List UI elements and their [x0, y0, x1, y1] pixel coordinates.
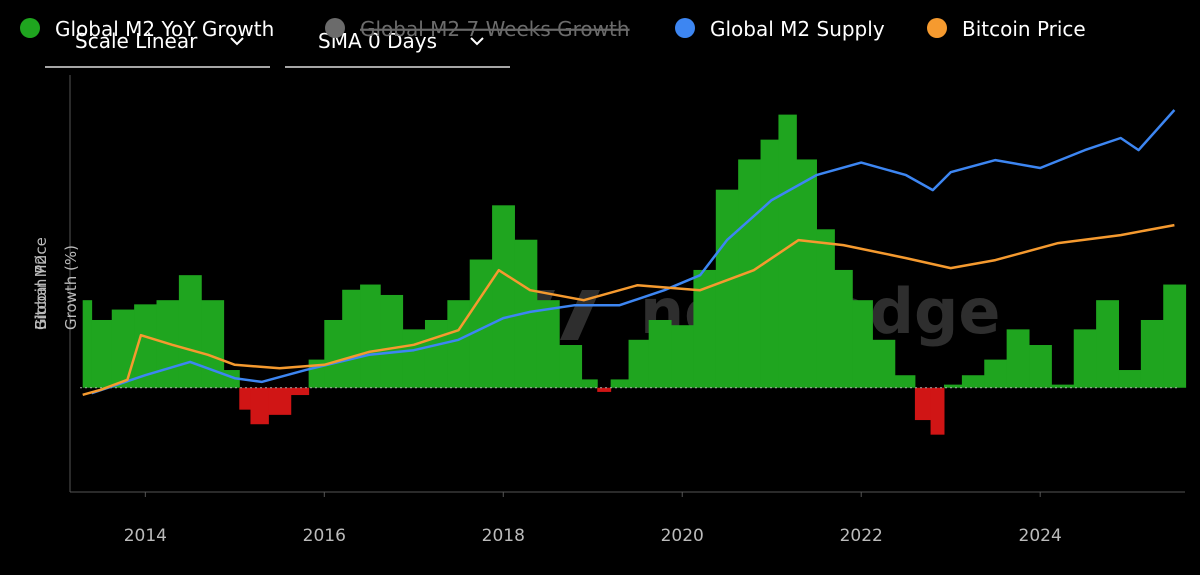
legend-label: Global M2 7 Weeks Growth — [360, 17, 630, 41]
bar — [816, 229, 835, 388]
y-axis-title-line: Global M2 — [32, 255, 50, 330]
bar — [360, 284, 381, 388]
line — [82, 223, 1175, 397]
bar — [91, 319, 113, 388]
legend-label: Global M2 Supply — [710, 17, 885, 41]
x-tick-label: 2020 — [661, 526, 704, 546]
bar — [402, 329, 426, 388]
legend-item[interactable]: Global M2 7 Weeks Growth — [325, 17, 630, 41]
bar — [201, 300, 225, 388]
x-tick-label: 2016 — [303, 526, 346, 546]
legend-item[interactable]: Bitcoin Price — [927, 17, 1086, 41]
bar — [250, 387, 269, 425]
bar — [930, 387, 945, 435]
dropdown[interactable]: SMA 0 Days — [285, 29, 510, 68]
x-tick-label: 2024 — [1019, 526, 1062, 546]
bar — [268, 387, 292, 415]
bar — [984, 359, 1008, 388]
bar — [760, 139, 779, 388]
bar — [610, 379, 630, 388]
bar — [424, 319, 448, 388]
bar — [239, 387, 251, 410]
legend-swatch — [675, 18, 695, 38]
bar — [178, 275, 202, 388]
bar — [82, 300, 93, 388]
x-tick-label: 2022 — [840, 526, 883, 546]
bar — [1051, 384, 1075, 388]
bar — [111, 309, 135, 388]
bar — [715, 189, 739, 388]
bar — [1073, 329, 1097, 388]
bar — [581, 379, 598, 388]
bar — [961, 375, 985, 388]
bar — [342, 289, 361, 388]
legend-swatch — [20, 18, 40, 38]
bar — [796, 159, 817, 388]
bar — [852, 300, 873, 388]
legend-swatch — [325, 18, 345, 38]
bar — [559, 345, 583, 388]
bar — [469, 259, 493, 388]
x-tick-label: 2018 — [482, 526, 525, 546]
bar — [894, 375, 916, 388]
bar — [1163, 284, 1187, 388]
dropdown[interactable]: Scale Linear — [45, 29, 270, 68]
legend-swatch — [927, 18, 947, 38]
bar — [872, 339, 896, 388]
legend-item[interactable]: Global M2 Supply — [675, 17, 885, 41]
chevron[interactable] — [230, 37, 244, 46]
bar — [1006, 329, 1030, 388]
bar — [738, 159, 762, 388]
bar — [648, 319, 672, 388]
chevron[interactable] — [470, 37, 484, 46]
bar — [914, 387, 932, 421]
y-axis-title-line: Growth (%) — [62, 245, 80, 330]
bar — [628, 339, 650, 388]
bar — [324, 319, 343, 388]
bar — [492, 205, 515, 388]
bar — [597, 387, 612, 392]
bar — [1029, 345, 1052, 388]
bar — [943, 384, 963, 388]
y-axis-title: Global M2 Growth (%) Bitcoin Price — [32, 237, 80, 330]
bar — [134, 304, 158, 388]
bar — [536, 300, 560, 388]
legend-item[interactable]: Global M2 YoY Growth — [20, 17, 274, 41]
bar — [778, 114, 797, 388]
bar — [380, 294, 404, 388]
bar — [447, 300, 471, 388]
bar — [1096, 300, 1119, 388]
bar — [834, 269, 853, 388]
line — [91, 109, 1176, 395]
y2-axis-title: Bitcoin Price — [32, 237, 50, 330]
x-tick-label: 2014 — [124, 526, 167, 546]
bar — [290, 387, 310, 396]
bar — [693, 269, 717, 388]
bar — [1140, 319, 1164, 388]
bar — [671, 325, 694, 388]
dropdown-label[interactable]: Scale Linear — [75, 29, 198, 53]
legend-label: Global M2 YoY Growth — [55, 17, 274, 41]
bar — [1118, 370, 1142, 388]
legend-label: Bitcoin Price — [962, 17, 1086, 41]
